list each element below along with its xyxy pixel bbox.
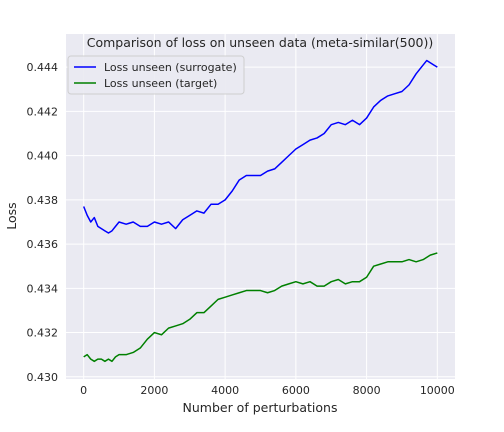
chart-title: Comparison of loss on unseen data (meta-…	[87, 35, 433, 50]
x-tick-label: 8000	[353, 384, 381, 397]
x-axis-ticks: 0 2000 4000 6000 8000 10000	[80, 384, 455, 397]
x-axis-label: Number of perturbations	[183, 400, 338, 415]
y-axis-ticks: 0.430 0.432 0.434 0.436 0.438 0.440 0.442 0.444	[27, 61, 59, 384]
x-tick-label: 6000	[282, 384, 310, 397]
legend: Loss unseen (surrogate) Loss unseen (tar…	[68, 56, 244, 94]
y-tick-label: 0.430	[27, 371, 59, 384]
y-tick-label: 0.442	[27, 105, 59, 118]
y-tick-label: 0.434	[27, 282, 59, 295]
y-axis-label: Loss	[4, 202, 19, 229]
y-tick-label: 0.432	[27, 327, 59, 340]
y-tick-label: 0.438	[27, 194, 59, 207]
y-tick-label: 0.436	[27, 238, 59, 251]
legend-label-surrogate: Loss unseen (surrogate)	[104, 61, 237, 74]
legend-label-target: Loss unseen (target)	[104, 77, 217, 90]
y-tick-label: 0.444	[27, 61, 59, 74]
x-tick-label: 10000	[420, 384, 455, 397]
y-tick-label: 0.440	[27, 150, 59, 163]
x-tick-label: 2000	[140, 384, 168, 397]
x-tick-label: 4000	[211, 384, 239, 397]
x-tick-label: 0	[80, 384, 87, 397]
